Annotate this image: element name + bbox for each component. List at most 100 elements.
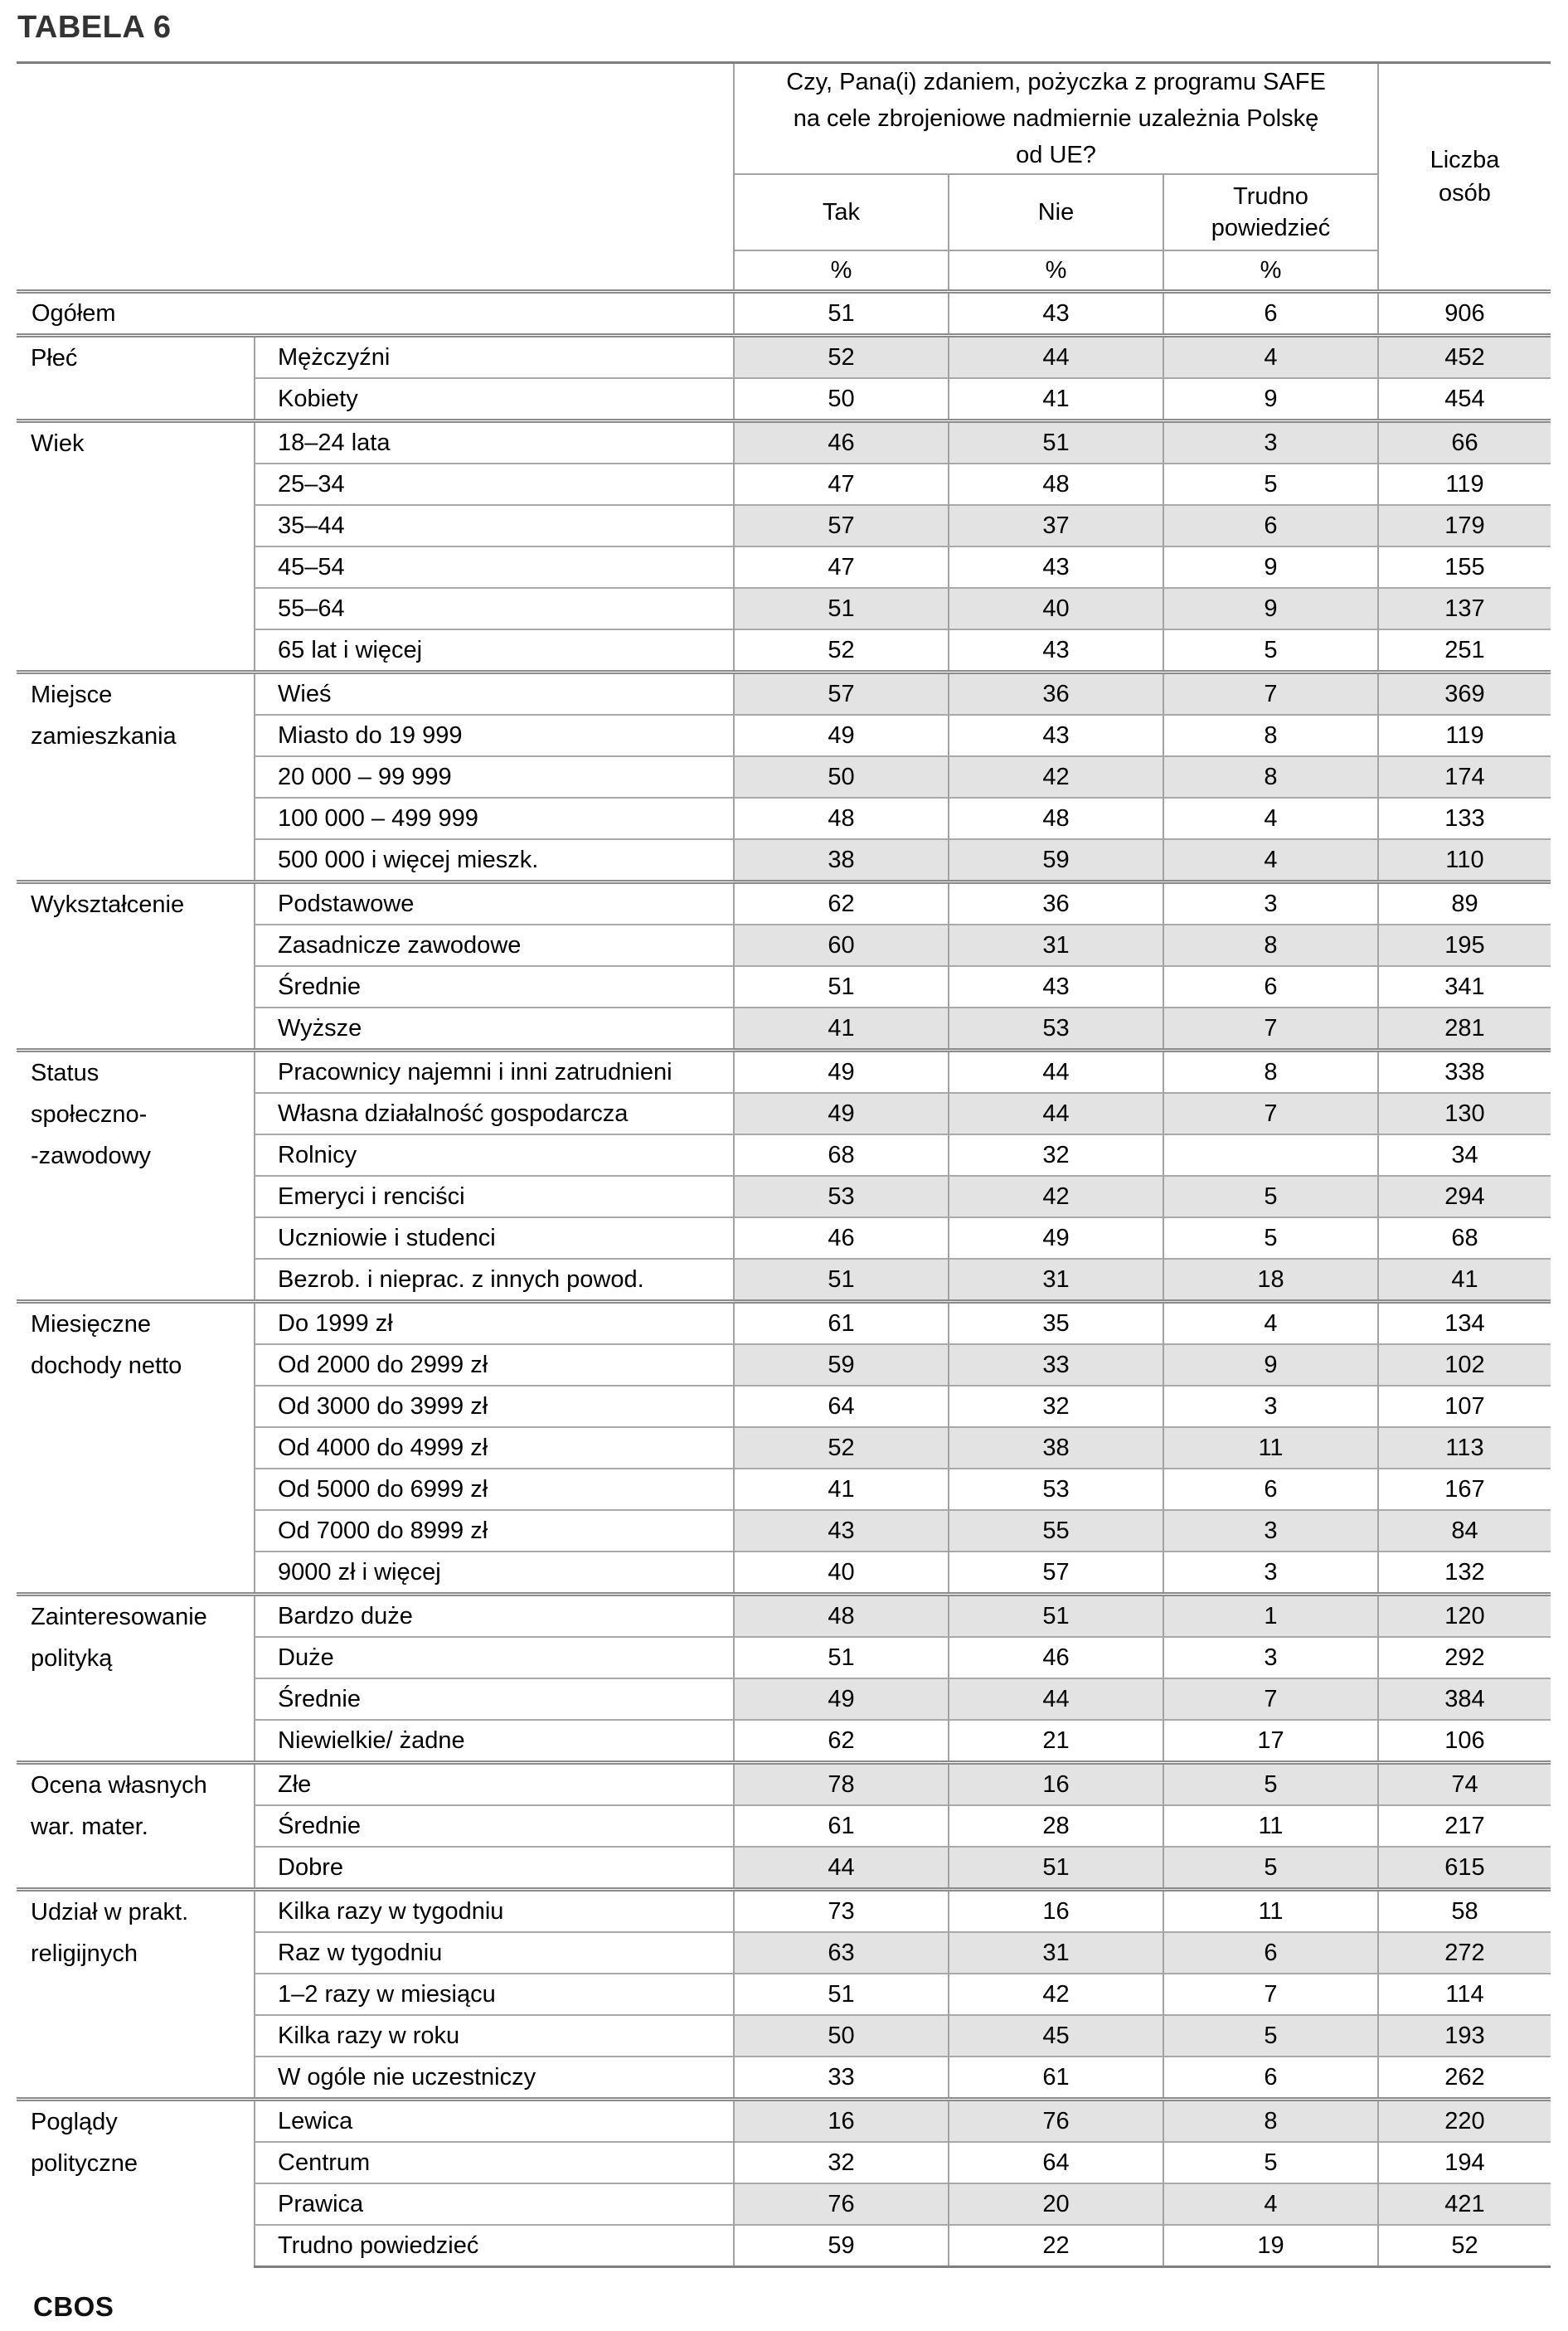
value-trudno-cell: 8: [1163, 714, 1379, 756]
value-tak-cell: 78: [733, 1760, 949, 1805]
value-nie-cell: 55: [948, 1509, 1164, 1552]
value-tak-cell: 41: [733, 1007, 949, 1051]
value-n-cell: 294: [1377, 1175, 1551, 1217]
value-n-cell: 454: [1377, 377, 1551, 421]
value-tak-cell: 41: [733, 1468, 949, 1510]
row-label-cell: 65 lat i więcej: [254, 629, 735, 673]
value-nie-cell: 38: [948, 1426, 1164, 1469]
value-trudno-cell: 7: [1163, 1092, 1379, 1134]
value-tak-cell: 53: [733, 1175, 949, 1217]
value-tak-cell: 60: [733, 924, 949, 966]
value-n-cell: 130: [1377, 1092, 1551, 1134]
table-row: W ogóle nie uczestniczy 33 61 6 262: [17, 2056, 1551, 2100]
table-row: 65 lat i więcej 52 43 5 251: [17, 629, 1551, 673]
value-nie-cell: 61: [948, 2056, 1164, 2100]
value-n-cell: 281: [1377, 1007, 1551, 1051]
value-n-cell: 167: [1377, 1468, 1551, 1510]
table-row: 55–64 51 40 9 137: [17, 587, 1551, 629]
table-row: 1–2 razy w miesiącu 51 42 7 114: [17, 1973, 1551, 2015]
value-n-cell: 384: [1377, 1678, 1551, 1720]
value-trudno-cell: 7: [1163, 670, 1379, 715]
count-header: Liczba osób: [1377, 61, 1551, 292]
value-n-cell: 133: [1377, 797, 1551, 839]
value-tak-cell: 38: [733, 838, 949, 882]
value-nie-cell: 51: [948, 419, 1164, 464]
row-label-cell: Duże: [254, 1636, 735, 1678]
value-nie-cell: 32: [948, 1134, 1164, 1176]
table-row: Prawica 76 20 4 421: [17, 2183, 1551, 2225]
row-label-cell: Ogółem: [17, 289, 735, 336]
value-tak-cell: 59: [733, 1343, 949, 1386]
value-nie-cell: 42: [948, 1175, 1164, 1217]
value-trudno-cell: 4: [1163, 333, 1379, 378]
value-trudno-cell: 5: [1163, 1760, 1379, 1805]
row-label-cell: Raz w tygodniu: [254, 1931, 735, 1974]
value-trudno-cell: 4: [1163, 838, 1379, 882]
value-trudno-cell: 9: [1163, 587, 1379, 629]
value-n-cell: 41: [1377, 1258, 1551, 1302]
table-row: Miejsce zamieszkania Wieś 57 36 7 369: [17, 670, 1551, 882]
row-label-cell: Od 3000 do 3999 zł: [254, 1385, 735, 1427]
value-tak-cell: 62: [733, 880, 949, 925]
value-tak-cell: 47: [733, 463, 949, 505]
table-row: 100 000 – 499 999 48 48 4 133: [17, 797, 1551, 839]
value-trudno-cell: 11: [1163, 1804, 1379, 1847]
header-empty-corner: [17, 61, 734, 292]
value-tak-cell: 61: [733, 1299, 949, 1344]
value-n-cell: 452: [1377, 333, 1551, 378]
value-tak-cell: 47: [733, 546, 949, 588]
row-label-cell: W ogóle nie uczestniczy: [254, 2056, 735, 2100]
table-row: Poglądy polityczne Lewica 16 76 8 220: [17, 2097, 1551, 2267]
table-row: 20 000 – 99 999 50 42 8 174: [17, 755, 1551, 798]
value-trudno-cell: 6: [1163, 1931, 1379, 1974]
value-trudno-cell: 3: [1163, 419, 1379, 464]
value-n-cell: 102: [1377, 1343, 1551, 1386]
value-nie-cell: 37: [948, 504, 1164, 546]
percent-sign-trudno: %: [1163, 250, 1379, 292]
value-trudno-cell: 3: [1163, 1636, 1379, 1678]
row-label-cell: Centrum: [254, 2141, 735, 2183]
row-label-cell: Podstawowe: [254, 880, 735, 925]
header-question-row: Czy, Pana(i) zdaniem, pożyczka z program…: [17, 61, 1551, 292]
value-nie-cell: 51: [948, 1846, 1164, 1890]
row-label-cell: 25–34: [254, 463, 735, 505]
table-row: 35–44 57 37 6 179: [17, 504, 1551, 546]
row-label-cell: Własna działalność gospodarcza: [254, 1092, 735, 1134]
value-trudno-cell: 6: [1163, 1468, 1379, 1510]
category-cell: Zainteresowanie polityką: [17, 1592, 255, 1763]
row-label-cell: Od 4000 do 4999 zł: [254, 1426, 735, 1469]
row-label-cell: Bezrob. i nieprac. z innych powod.: [254, 1258, 735, 1302]
value-nie-cell: 44: [948, 333, 1164, 378]
table-row: Zainteresowanie polityką Bardzo duże 48 51 1…: [17, 1592, 1551, 1763]
row-label-cell: Od 7000 do 8999 zł: [254, 1509, 735, 1552]
value-tak-cell: 50: [733, 755, 949, 798]
value-nie-cell: 43: [948, 714, 1164, 756]
value-n-cell: 193: [1377, 2014, 1551, 2057]
table-row: Średnie 49 44 7 384: [17, 1678, 1551, 1720]
value-tak-cell: 51: [733, 965, 949, 1008]
category-cell: Miesięczne dochody netto: [17, 1299, 255, 1595]
value-n-cell: 110: [1377, 838, 1551, 882]
value-nie-cell: 45: [948, 2014, 1164, 2057]
value-tak-cell: 49: [733, 1678, 949, 1720]
category-cell: Poglądy polityczne: [17, 2097, 255, 2267]
value-n-cell: 341: [1377, 965, 1551, 1008]
value-nie-cell: 31: [948, 1258, 1164, 1302]
row-label-cell: Uczniowie i studenci: [254, 1216, 735, 1259]
question-header: Czy, Pana(i) zdaniem, pożyczka z program…: [733, 61, 1379, 175]
value-n-cell: 615: [1377, 1846, 1551, 1890]
value-tak-cell: 61: [733, 1804, 949, 1847]
value-n-cell: 179: [1377, 504, 1551, 546]
value-trudno-cell: 18: [1163, 1258, 1379, 1302]
table-row: 9000 zł i więcej 40 57 3 132: [17, 1551, 1551, 1595]
value-nie-cell: 59: [948, 838, 1164, 882]
table-row: Ogółem 51 43 6 906: [17, 289, 1551, 336]
row-label-cell: Pracownicy najemni i inni zatrudnieni: [254, 1048, 735, 1093]
table-row: Dobre 44 51 5 615: [17, 1846, 1551, 1890]
value-trudno-cell: 5: [1163, 2014, 1379, 2057]
row-label-cell: Średnie: [254, 1804, 735, 1847]
row-label-cell: Wyższe: [254, 1007, 735, 1051]
value-tak-cell: 62: [733, 1719, 949, 1763]
value-n-cell: 220: [1377, 2097, 1551, 2142]
category-cell: Płeć: [17, 333, 255, 421]
